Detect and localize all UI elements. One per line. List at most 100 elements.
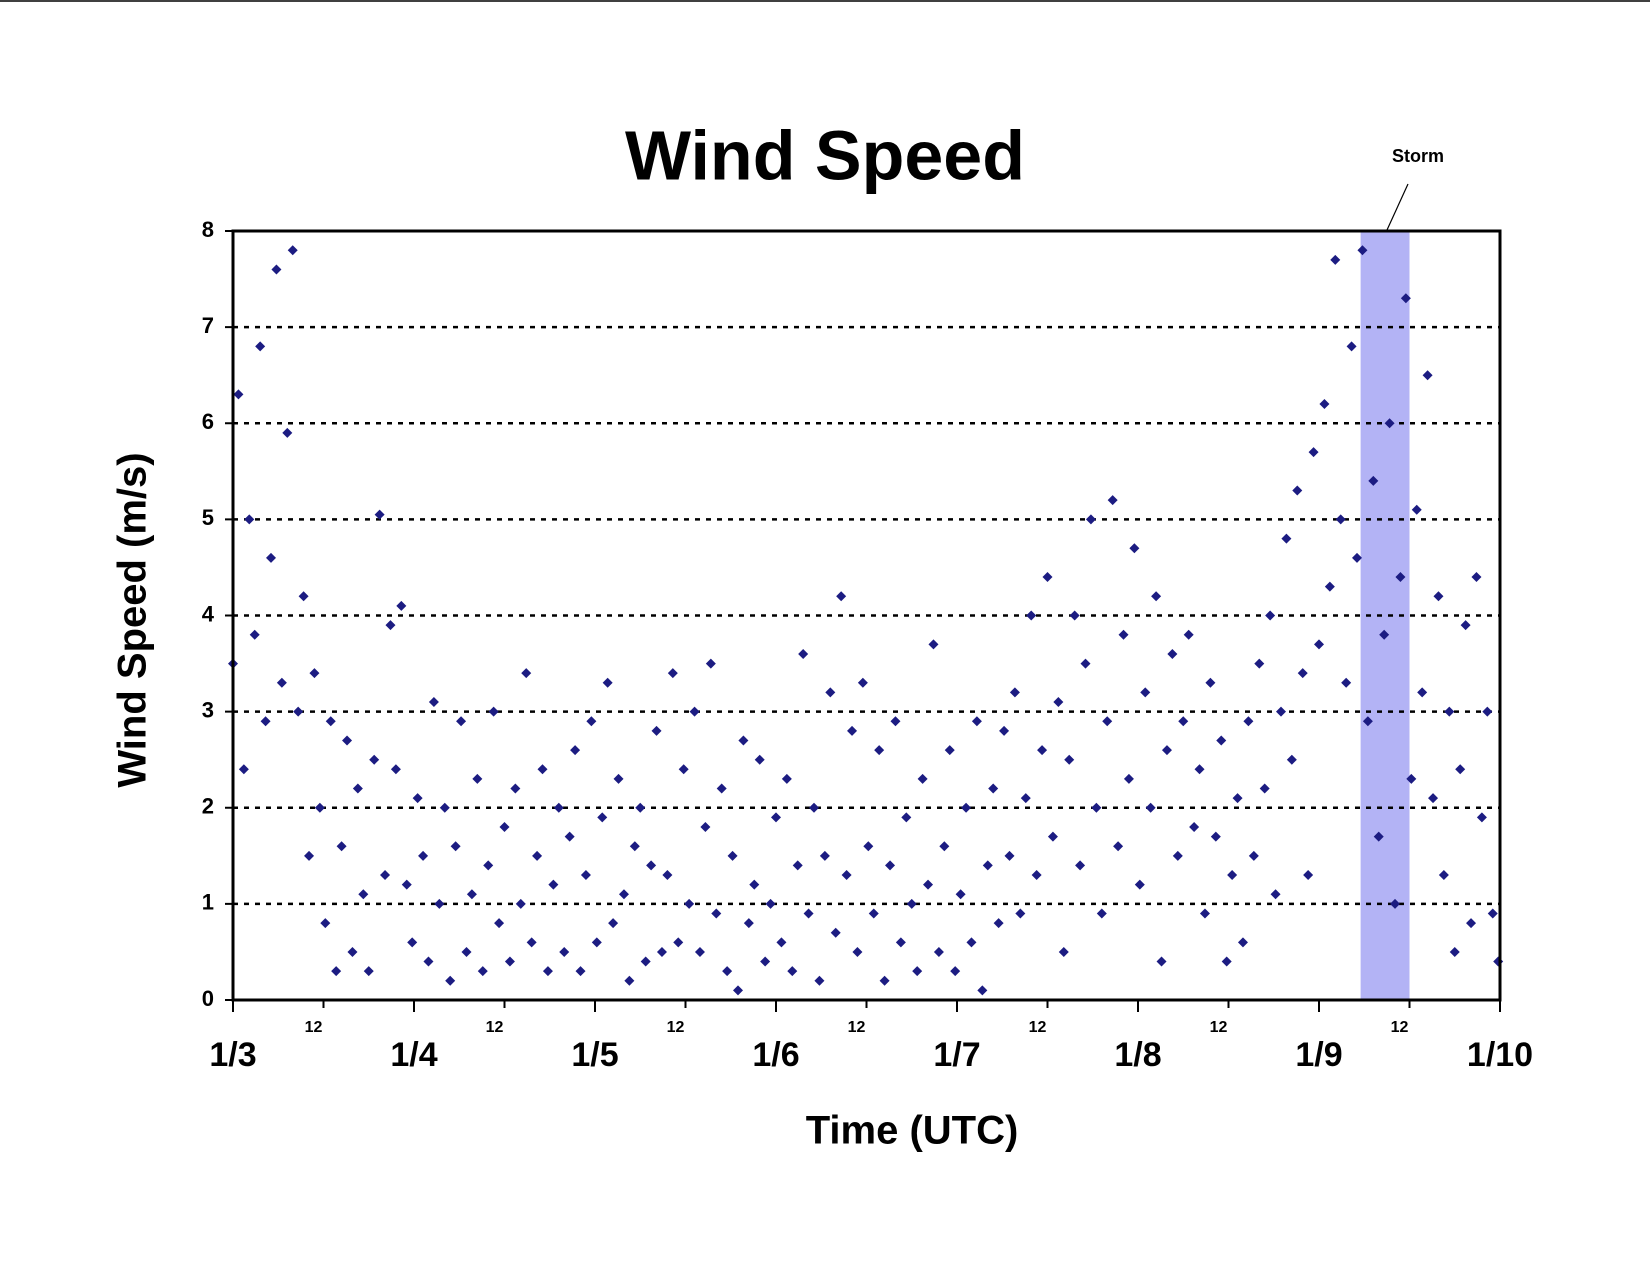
data-point (1400, 293, 1411, 304)
data-point (694, 946, 705, 957)
data-point (1172, 850, 1183, 861)
data-point (1270, 889, 1281, 900)
data-point (1297, 668, 1308, 679)
data-point (982, 860, 993, 871)
data-point (1395, 572, 1406, 583)
data-point (542, 966, 553, 977)
data-point (380, 870, 391, 881)
data-point (1140, 687, 1151, 698)
data-point (640, 956, 651, 967)
data-point (526, 937, 537, 948)
data-point (1227, 870, 1238, 881)
data-point (743, 918, 754, 929)
data-point (1009, 687, 1020, 698)
tick-layer: 0123456781/3121/4121/5121/6121/7121/8121… (202, 217, 1533, 1074)
data-point (445, 975, 456, 986)
data-point (428, 697, 439, 708)
data-point (363, 966, 374, 977)
data-point (407, 937, 418, 948)
data-point (1335, 514, 1346, 525)
data-point (249, 629, 260, 640)
data-point (1286, 754, 1297, 765)
point-layer (228, 245, 1504, 996)
data-point (548, 879, 559, 890)
data-point (890, 716, 901, 727)
data-point (510, 783, 521, 794)
data-point (238, 764, 249, 775)
grid-layer (233, 325, 1500, 906)
y-tick-label: 8 (202, 217, 214, 242)
x-minor-tick-label: 12 (667, 1019, 685, 1036)
data-point (1324, 581, 1335, 592)
data-point (999, 725, 1010, 736)
data-point (336, 841, 347, 852)
data-point (912, 966, 923, 977)
data-point (1205, 677, 1216, 688)
data-point (727, 850, 738, 861)
data-point (993, 918, 1004, 929)
data-point (667, 668, 678, 679)
data-point (570, 745, 581, 756)
data-point (1248, 850, 1259, 861)
data-point (1281, 533, 1292, 544)
data-point (1406, 773, 1417, 784)
x-tick-label: 1/3 (209, 1036, 256, 1074)
data-point (966, 937, 977, 948)
data-point (629, 841, 640, 852)
data-point (559, 946, 570, 957)
data-point (836, 591, 847, 602)
data-point (863, 841, 874, 852)
data-point (673, 937, 684, 948)
data-point (1189, 821, 1200, 832)
data-point (1411, 504, 1422, 515)
data-point (662, 870, 673, 881)
data-point (1265, 610, 1276, 621)
data-point (1259, 783, 1270, 794)
data-point (1433, 591, 1444, 602)
data-point (749, 879, 760, 890)
data-point (944, 745, 955, 756)
data-point (1476, 812, 1487, 823)
data-point (461, 946, 472, 957)
data-point (1254, 658, 1265, 669)
data-point (1091, 802, 1102, 813)
data-point (809, 802, 820, 813)
data-point (499, 821, 510, 832)
data-point (874, 745, 885, 756)
data-point (955, 889, 966, 900)
data-point (580, 870, 591, 881)
data-point (255, 341, 266, 352)
data-point (1341, 677, 1352, 688)
data-point (1466, 918, 1477, 929)
annotation-label: Storm (1392, 146, 1444, 166)
data-point (781, 773, 792, 784)
x-tick-label: 1/4 (390, 1036, 437, 1074)
data-point (1085, 514, 1096, 525)
data-point (331, 966, 342, 977)
x-tick-label: 1/10 (1467, 1036, 1533, 1074)
data-point (293, 706, 304, 717)
data-point (304, 850, 315, 861)
data-point (608, 918, 619, 929)
data-point (1303, 870, 1314, 881)
data-point (456, 716, 467, 727)
x-axis-label: Time (UTC) (806, 1109, 1019, 1153)
data-point (1134, 879, 1145, 890)
x-minor-tick-label: 12 (1029, 1019, 1047, 1036)
data-point (390, 764, 401, 775)
data-point (1210, 831, 1221, 842)
data-point (1020, 793, 1031, 804)
data-point (1379, 629, 1390, 640)
data-point (1314, 639, 1324, 650)
data-point (923, 879, 934, 890)
data-point (830, 927, 841, 938)
data-point (1064, 754, 1075, 765)
data-point (537, 764, 548, 775)
data-point (705, 658, 716, 669)
data-point (732, 985, 743, 996)
data-point (1428, 793, 1439, 804)
data-point (901, 812, 912, 823)
data-point (798, 648, 809, 659)
data-point (1352, 552, 1363, 563)
data-point (1096, 908, 1107, 919)
